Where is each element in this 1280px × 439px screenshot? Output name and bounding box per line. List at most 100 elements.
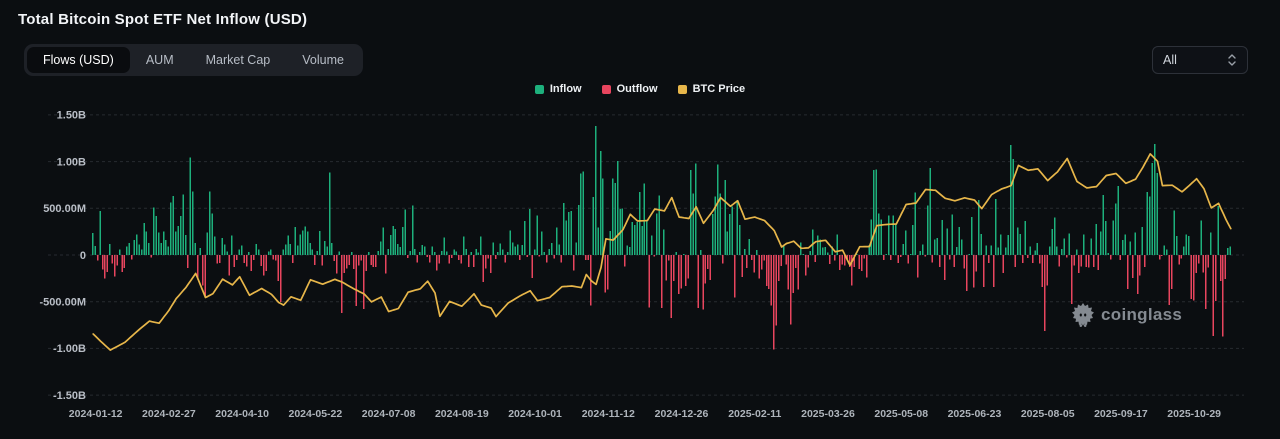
x-tick-label: 2024-07-08 bbox=[362, 408, 416, 420]
inflow-bar bbox=[729, 213, 731, 255]
inflow-bar bbox=[1075, 249, 1078, 255]
outflow-bar bbox=[897, 255, 900, 263]
outflow-bar bbox=[670, 255, 673, 318]
outflow-bar bbox=[314, 255, 316, 265]
outflow-bar bbox=[760, 255, 763, 270]
legend-item-inflow[interactable]: Inflow bbox=[534, 83, 582, 95]
outflow-bar bbox=[546, 255, 548, 263]
outflow-bar bbox=[1131, 255, 1134, 278]
outflow-bar bbox=[1144, 255, 1146, 267]
inflow-bar bbox=[441, 250, 443, 255]
inflow-bar bbox=[961, 239, 963, 255]
inflow-bar bbox=[140, 249, 143, 255]
inflow-bar bbox=[826, 252, 829, 255]
outflow-bar bbox=[648, 255, 651, 308]
outflow-bar bbox=[375, 255, 377, 268]
inflow-bar bbox=[528, 209, 531, 255]
inflow-bar bbox=[377, 250, 380, 255]
inflow-bar bbox=[597, 227, 599, 255]
inflow-bar bbox=[1124, 234, 1127, 255]
legend-item-outflow[interactable]: Outflow bbox=[601, 83, 658, 95]
inflow-bar bbox=[1004, 247, 1007, 255]
outflow-bar bbox=[1180, 255, 1183, 259]
outflow-bar bbox=[526, 255, 529, 257]
outflow-bar bbox=[321, 255, 323, 266]
inflow-bar bbox=[997, 247, 1000, 255]
outflow-bar bbox=[1031, 255, 1034, 263]
tab-flows-usd[interactable]: Flows (USD) bbox=[27, 47, 130, 73]
inflow-bar bbox=[258, 249, 260, 255]
inflow-bar bbox=[580, 173, 582, 255]
inflow-bar bbox=[570, 211, 572, 255]
outflow-bar bbox=[734, 255, 736, 298]
inflow-bar bbox=[282, 249, 284, 255]
outflow-bar bbox=[123, 255, 126, 269]
tab-aum[interactable]: AUM bbox=[145, 53, 174, 67]
inflow-bar bbox=[611, 178, 614, 255]
inflow-bar bbox=[311, 249, 314, 255]
outflow-bar bbox=[780, 255, 782, 267]
inflow-bar bbox=[690, 170, 692, 255]
inflow-bar bbox=[904, 230, 907, 255]
x-tick-label: 2024-10-01 bbox=[508, 408, 562, 420]
outflow-bar bbox=[233, 255, 236, 268]
inflow-bar bbox=[875, 169, 878, 255]
outflow-bar bbox=[1073, 255, 1075, 266]
outflow-bar bbox=[1070, 255, 1073, 304]
legend-label-outflow: Outflow bbox=[616, 83, 658, 95]
outflow-bar bbox=[924, 255, 926, 257]
legend-label-inflow: Inflow bbox=[549, 83, 582, 95]
inflow-bar bbox=[934, 239, 936, 255]
inflow-bar bbox=[675, 252, 677, 255]
outflow-bar bbox=[1097, 255, 1100, 270]
y-tick-label: 1.50B bbox=[57, 110, 86, 122]
inflow-bar bbox=[1029, 246, 1031, 255]
tab-volume[interactable]: Volume bbox=[302, 53, 344, 67]
outflow-bar bbox=[851, 255, 853, 286]
inflow-bar bbox=[821, 247, 824, 255]
inflow-bar bbox=[880, 219, 882, 255]
outflow-bar bbox=[860, 255, 863, 271]
inflow-bar bbox=[1122, 239, 1124, 255]
inflow-bar bbox=[621, 208, 624, 255]
outflow-bar bbox=[1192, 255, 1195, 301]
outflow-bar bbox=[531, 255, 533, 278]
inflow-bar bbox=[153, 207, 155, 255]
outflow-bar bbox=[1058, 255, 1061, 267]
inflow-bar bbox=[1000, 234, 1002, 255]
inflow-bar bbox=[414, 248, 416, 255]
outflow-bar bbox=[1066, 255, 1068, 258]
inflow-bar bbox=[1227, 248, 1229, 256]
inflow-bar bbox=[636, 221, 638, 255]
inflow-bar bbox=[565, 220, 568, 255]
legend-item-btc-price[interactable]: BTC Price bbox=[677, 83, 745, 95]
inflow-bar bbox=[626, 245, 629, 255]
inflow-bar bbox=[297, 245, 299, 255]
outflow-bar bbox=[1222, 255, 1224, 337]
inflow-bar bbox=[912, 225, 914, 255]
inflow-bar bbox=[594, 126, 597, 255]
inflow-bar bbox=[421, 245, 424, 255]
outflow-bar bbox=[553, 255, 555, 259]
inflow-bar bbox=[548, 248, 550, 255]
x-tick-label: 2024-04-10 bbox=[215, 408, 269, 420]
flows-chart[interactable]: 1.50B 1.00B 500.00M 0 -500.00M -1.00B -1.50B 20… bbox=[0, 95, 1280, 435]
inflow-bar bbox=[638, 191, 641, 255]
outflow-bar bbox=[279, 255, 282, 303]
inflow-bar bbox=[387, 248, 389, 255]
outflow-bar bbox=[653, 255, 655, 257]
outflow-bar bbox=[1092, 255, 1095, 267]
inflow-bar bbox=[550, 242, 553, 255]
inflow-bar bbox=[170, 202, 172, 255]
coinglass-logo: coinglass bbox=[1072, 302, 1182, 328]
outflow-bar bbox=[538, 255, 541, 257]
inflow-bar bbox=[240, 245, 243, 255]
btc-price-swatch-icon bbox=[677, 84, 687, 94]
inflow-bar bbox=[328, 172, 331, 255]
inflow-bar bbox=[516, 244, 519, 255]
outflow-bar bbox=[704, 255, 707, 284]
range-select[interactable]: All bbox=[1152, 46, 1248, 74]
tab-market-cap[interactable]: Market Cap bbox=[205, 53, 271, 67]
inflow-bar bbox=[1024, 221, 1027, 255]
